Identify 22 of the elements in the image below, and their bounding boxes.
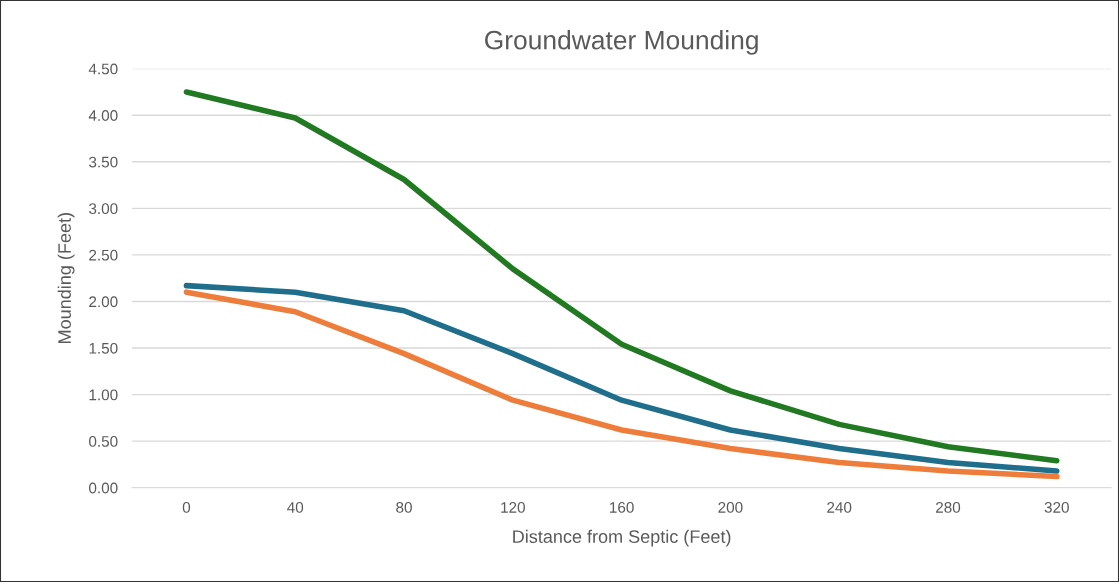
- y-tick-label: 3.50: [89, 156, 118, 168]
- x-tick-label: 40: [287, 502, 304, 513]
- x-tick-label: 80: [396, 502, 412, 513]
- x-tick-label: 160: [610, 502, 634, 513]
- y-tick-label: 0.00: [89, 482, 118, 494]
- y-tick-label: 2.50: [89, 249, 118, 261]
- y-tick-label: 1.00: [89, 389, 118, 401]
- y-tick-label: 4.50: [88, 63, 118, 75]
- x-tick-label: 200: [718, 502, 743, 513]
- chart-title: Groundwater Mounding: [485, 30, 758, 55]
- y-tick-label: 4.00: [88, 110, 118, 121]
- y-tick-label: 0.50: [89, 436, 118, 447]
- y-tick-label: 1.50: [89, 342, 118, 354]
- x-tick-label: 0: [182, 502, 191, 513]
- x-tick-label: 320: [1044, 502, 1069, 513]
- x-tick-label: 120: [501, 502, 525, 513]
- x-axis-title: Distance from Septic (Feet): [513, 529, 731, 547]
- y-axis-title: Mounding (Feet): [57, 213, 75, 343]
- y-tick-label: 2.00: [89, 296, 118, 308]
- y-tick-label: 3.00: [89, 203, 118, 215]
- x-tick-label: 280: [936, 502, 961, 513]
- x-tick-label: 240: [827, 502, 852, 513]
